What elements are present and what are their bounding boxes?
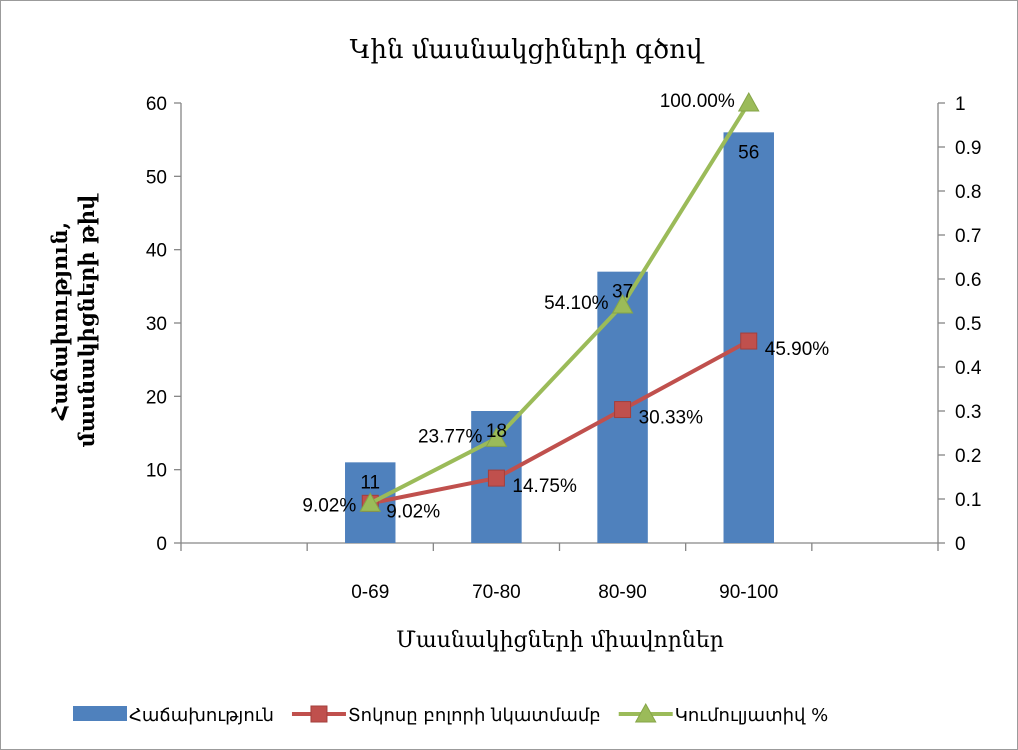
y-axis-title-line-2: մասնակիցների թիվ bbox=[74, 193, 99, 447]
data-labels: 11 18 37 56 9.02% 14.75% 30.33% 45.90% 9.02% 23.7… bbox=[302, 91, 829, 522]
y2-tick-label: 0.7 bbox=[955, 226, 981, 247]
axes: 0 10 20 30 40 50 60 0 0.1 0.2 0.3 0.4 0.5 0.6 0.7 0.8 0.… bbox=[146, 94, 982, 603]
legend-entry-label: Հաճախություն bbox=[129, 705, 274, 726]
line-series bbox=[359, 91, 760, 512]
y-tick-label: 30 bbox=[146, 314, 167, 335]
bar-series bbox=[345, 132, 774, 544]
y-tick-label: 40 bbox=[146, 241, 167, 262]
legend-entry-label: Կումուլյատիվ % bbox=[675, 705, 829, 726]
y-tick-label: 10 bbox=[146, 461, 167, 482]
y2-tick-label: 0 bbox=[955, 534, 966, 555]
y2-tick-label: 0.8 bbox=[955, 182, 981, 203]
y2-tick-label: 0.3 bbox=[955, 402, 981, 423]
line-data-label: 54.10% bbox=[544, 293, 609, 314]
line-data-label: 100.00% bbox=[660, 91, 735, 112]
x-axis-title: Մասնակիցների միավորներ bbox=[396, 628, 724, 653]
chart-title: Կին մասնակցիների գծով bbox=[350, 35, 705, 65]
legend-swatch bbox=[73, 706, 127, 721]
line-point-marker bbox=[737, 91, 760, 112]
legend-entry-label: Տոկոսը բոլորի նկատմամբ bbox=[348, 705, 601, 726]
line-data-label: 30.33% bbox=[639, 408, 704, 429]
series-line bbox=[369, 101, 751, 506]
line-point-marker bbox=[634, 702, 657, 723]
y2-tick-label: 1 bbox=[955, 94, 966, 115]
y2-tick-label: 0.6 bbox=[955, 270, 981, 291]
bar-data-label: 11 bbox=[360, 472, 380, 493]
bar-data-label: 18 bbox=[486, 421, 507, 442]
line-point-marker bbox=[485, 427, 508, 447]
y-axis-title-line-1: Հաճախություն, bbox=[47, 222, 72, 421]
line-point-marker bbox=[614, 401, 632, 419]
line-point-marker bbox=[310, 705, 328, 723]
line-data-label: 14.75% bbox=[512, 476, 577, 497]
y-tick-label: 50 bbox=[146, 167, 167, 188]
line-data-label: 45.90% bbox=[765, 339, 830, 360]
y2-tick-label: 0.1 bbox=[955, 490, 981, 511]
y2-tick-label: 0.9 bbox=[955, 138, 981, 159]
y2-tick-label: 0.4 bbox=[955, 358, 982, 379]
y-tick-label: 0 bbox=[156, 534, 167, 555]
line-point-marker bbox=[611, 293, 634, 314]
x-tick-label: 70-80 bbox=[472, 582, 521, 603]
line-data-label: 23.77% bbox=[418, 426, 483, 447]
line-point-marker bbox=[359, 492, 382, 512]
series-line bbox=[369, 339, 750, 506]
x-tick-label: 80-90 bbox=[598, 582, 647, 603]
line-point-marker bbox=[740, 332, 758, 350]
y-tick-label: 20 bbox=[146, 387, 167, 408]
y2-tick-label: 0.5 bbox=[955, 314, 981, 335]
bar-data-label: 37 bbox=[612, 282, 633, 303]
bar-data-label: 56 bbox=[738, 142, 759, 163]
legend: Հաճախություն Տոկոսը բոլորի նկատմամբ Կումու… bbox=[73, 702, 829, 726]
x-tick-label: 90-100 bbox=[719, 582, 778, 603]
line-data-label: 9.02% bbox=[302, 495, 356, 516]
line-data-label: 9.02% bbox=[386, 501, 440, 522]
y-tick-label: 60 bbox=[146, 94, 167, 115]
y2-tick-label: 0.2 bbox=[955, 446, 981, 467]
line-point-marker bbox=[487, 469, 505, 487]
x-tick-label: 0-69 bbox=[351, 582, 389, 603]
